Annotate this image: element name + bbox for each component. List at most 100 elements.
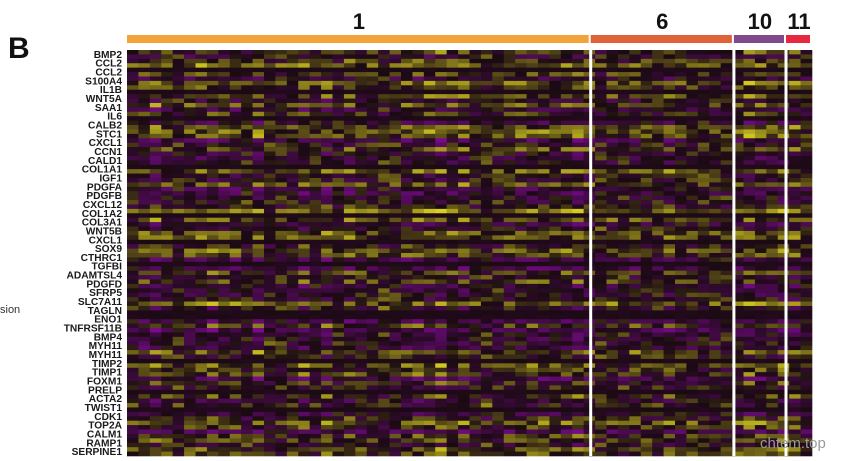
heatmap-cell — [366, 177, 379, 183]
heatmap-cell — [138, 319, 151, 324]
heatmap-cell — [298, 341, 310, 346]
heatmap-cell — [789, 116, 801, 121]
heatmap-cell — [538, 270, 550, 276]
heatmap-cell — [789, 385, 801, 391]
heatmap-cell — [538, 102, 550, 108]
heatmap-cell — [149, 186, 162, 192]
heatmap-cell — [789, 389, 801, 395]
heatmap-cell — [184, 58, 196, 64]
heatmap-cell — [503, 244, 516, 249]
heatmap-cell — [241, 120, 253, 126]
heatmap-cell — [686, 305, 699, 311]
heatmap-cell — [652, 314, 664, 320]
heatmap-cell — [732, 98, 744, 104]
heatmap-cell — [538, 336, 550, 342]
heatmap-cell — [343, 270, 356, 276]
heatmap-cell — [446, 191, 459, 196]
heatmap-cell — [652, 147, 664, 152]
heatmap-cell — [286, 226, 299, 232]
heatmap-cell — [469, 266, 482, 271]
heatmap-cell — [480, 275, 493, 280]
heatmap-cell — [195, 58, 208, 64]
heatmap-cell — [184, 72, 196, 77]
heatmap-cell — [800, 345, 813, 351]
heatmap-cell — [378, 67, 390, 73]
heatmap-cell — [686, 323, 699, 329]
heatmap-cell — [206, 204, 219, 210]
heatmap-cell — [435, 354, 447, 360]
heatmap-cell — [241, 261, 253, 267]
heatmap-cell — [275, 314, 288, 320]
heatmap-cell — [686, 350, 699, 355]
heatmap-cell — [458, 266, 470, 271]
heatmap-cell — [800, 363, 813, 369]
heatmap-cell — [617, 297, 630, 302]
heatmap-cell — [321, 151, 333, 157]
heatmap-cell — [206, 301, 219, 307]
heatmap-cell — [800, 358, 813, 364]
heatmap-cell — [366, 111, 379, 117]
heatmap-cell — [629, 288, 642, 294]
heatmap-cell — [309, 50, 322, 55]
heatmap-cell — [663, 151, 676, 157]
heatmap-cell — [777, 305, 790, 311]
heatmap-cell — [264, 173, 276, 179]
heatmap-cell — [766, 186, 779, 192]
heatmap-cell — [138, 341, 151, 346]
heatmap-cell — [503, 297, 516, 302]
heatmap-cell — [606, 107, 619, 113]
heatmap-cell — [675, 350, 687, 355]
heatmap-cell — [229, 301, 242, 307]
heatmap-cell — [378, 336, 390, 342]
heatmap-cell — [617, 120, 630, 126]
heatmap-cell — [298, 125, 310, 130]
heatmap-cell — [652, 217, 664, 223]
heatmap-cell — [332, 314, 345, 320]
heatmap-cell — [149, 403, 162, 408]
heatmap-cell — [206, 244, 219, 249]
heatmap-cell — [218, 129, 231, 135]
heatmap-cell — [275, 380, 288, 386]
heatmap-cell — [777, 230, 790, 236]
heatmap-cell — [343, 398, 356, 404]
heatmap-cell — [218, 195, 231, 201]
heatmap-cell — [789, 186, 801, 192]
heatmap-cell — [709, 200, 721, 205]
heatmap-cell — [184, 164, 196, 170]
heatmap-cell — [172, 394, 185, 399]
heatmap-cell — [777, 133, 790, 139]
heatmap-cell — [480, 200, 493, 205]
heatmap-cell — [332, 138, 345, 143]
heatmap-cell — [161, 385, 173, 391]
heatmap-cell — [184, 76, 196, 82]
heatmap-cell — [526, 200, 539, 205]
heatmap-cell — [480, 283, 493, 289]
heatmap-cell — [343, 332, 356, 338]
heatmap-cell — [309, 67, 322, 73]
heatmap-cell — [275, 226, 288, 232]
heatmap-cell — [629, 283, 642, 289]
heatmap-cell — [138, 407, 151, 413]
heatmap-cell — [697, 292, 710, 298]
heatmap-cell — [309, 200, 322, 205]
heatmap-cell — [229, 266, 242, 271]
heatmap-cell — [355, 363, 368, 369]
heatmap-cell — [492, 177, 505, 183]
heatmap-cell — [720, 283, 733, 289]
heatmap-cell — [412, 182, 425, 188]
heatmap-cell — [435, 336, 447, 342]
heatmap-cell — [777, 111, 790, 117]
heatmap-cell — [298, 292, 310, 298]
heatmap-cell — [789, 94, 801, 99]
heatmap-cell — [777, 301, 790, 307]
heatmap-cell — [640, 328, 653, 333]
heatmap-cell — [549, 239, 562, 245]
heatmap-cell — [138, 266, 151, 271]
heatmap-cell — [732, 111, 744, 117]
heatmap-cell — [766, 164, 779, 170]
heatmap-cell — [138, 411, 151, 417]
heatmap-cell — [686, 358, 699, 364]
heatmap-cell — [652, 173, 664, 179]
heatmap-cell — [754, 354, 767, 360]
heatmap-cell — [127, 213, 139, 218]
